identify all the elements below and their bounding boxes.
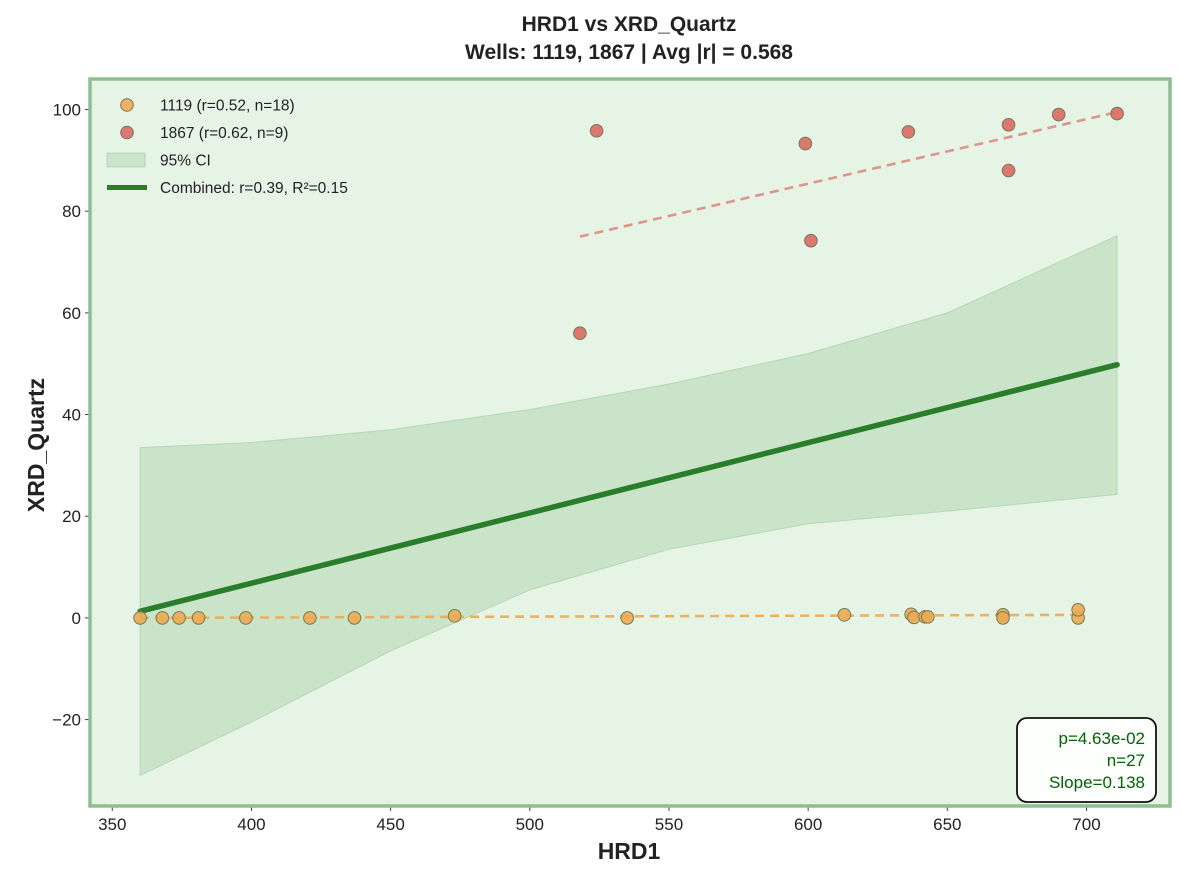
x-tick-label: 600 [794,815,822,834]
series-0-point [620,611,635,625]
series-0-point [239,611,253,625]
plot-frame [88,77,1172,808]
series-1-point [573,326,587,340]
series-0-point [191,611,206,625]
x-tick-label: 350 [98,815,126,834]
axis-ticks-layer: 350 400 450 500 550 600 650 700 −20 0 20 40 60 80 100 [52,101,1101,834]
y-tick-label: 100 [53,101,81,120]
series-0-point [1071,602,1085,617]
x-tick-label: 700 [1072,815,1100,834]
series-1-point [1110,106,1124,121]
data-points-layer [133,106,1124,625]
x-axis-label: HRD1 [598,838,661,864]
series-0-point [921,610,935,624]
y-axis-label: XRD_Quartz [23,378,49,512]
y-tick-label: −20 [52,711,81,730]
legend-marker-confidence-band [106,152,146,168]
combined-fit-line [137,361,1120,615]
plot-area [90,79,1170,806]
series-0-point [303,611,317,625]
legend-marker-series-1 [120,125,134,140]
legend-label-series-1: 1867 (r=0.62, n=9) [160,125,288,142]
legend-label-confidence-band: 95% CI [160,153,211,170]
x-tick-label: 550 [655,815,683,834]
y-tick-label: 80 [62,202,81,221]
y-tick-label: 40 [62,406,81,425]
chart-title: HRD1 vs XRD_Quartz [522,13,737,36]
series-0-point [996,611,1010,625]
confidence-band [139,234,1118,777]
series-1-point [901,125,916,139]
y-tick-label: 0 [72,609,81,628]
legend: 1119 (r=0.52, n=18) 1867 (r=0.62, n=9) 95%… [106,98,348,197]
series-1-point [1051,107,1066,122]
y-tick-label: 60 [62,304,81,323]
series-1-fit-line [579,110,1118,238]
stats-box: p=4.63e-02 n=27 Slope=0.138 [1016,717,1157,803]
x-tick-label: 650 [933,815,961,834]
stats-line: p=4.63e-02 [1059,729,1146,748]
stats-box-frame [1016,717,1157,803]
stats-line: n=27 [1107,751,1145,770]
series-1-point [804,233,818,248]
series-1-point [798,136,813,151]
series-1-point [589,124,604,138]
stats-line: Slope=0.138 [1049,773,1145,792]
chart-subtitle: Wells: 1119, 1867 | Avg |r| = 0.568 [465,41,793,64]
x-tick-label: 500 [516,815,544,834]
series-0-point [837,608,852,622]
legend-label-combined-fit: Combined: r=0.39, R²=0.15 [160,180,348,197]
x-tick-label: 450 [376,815,404,834]
series-1-point [1001,117,1016,132]
series-1-point [1001,163,1016,178]
series-0-point [155,611,170,625]
series-0-point [347,611,362,625]
series-0-point [172,611,186,625]
series-0-point [133,611,147,625]
y-tick-label: 20 [62,507,81,526]
series-0-point [447,609,462,623]
legend-marker-series-0 [120,98,134,112]
legend-label-series-0: 1119 (r=0.52, n=18) [160,98,295,115]
confidence-band-layer [139,234,1118,777]
x-tick-label: 400 [237,815,265,834]
